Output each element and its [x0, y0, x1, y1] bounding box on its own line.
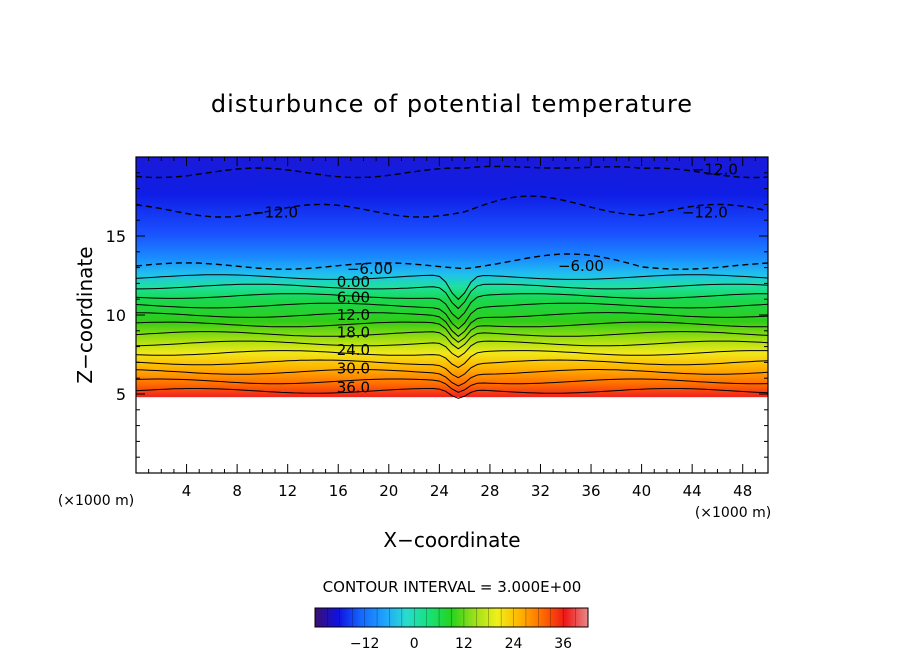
- x-tick-label: 24: [430, 482, 449, 500]
- y-tick-label: 10: [106, 306, 126, 325]
- contour-label: −12.0: [252, 203, 298, 221]
- contour-label: 30.0: [337, 360, 370, 378]
- contour-line: [136, 312, 768, 337]
- contour-line: [136, 350, 768, 369]
- x-unit-right: (×1000 m): [695, 505, 771, 521]
- x-tick-label: 28: [480, 482, 499, 500]
- x-axis-ticks: 4 8 12 16 20 24 28 32 36 40 44 48: [148, 157, 756, 500]
- y-tick-label: 15: [106, 227, 126, 246]
- colorbar-ticks: −12 0 12 24 36: [314, 608, 589, 652]
- contour-line: [136, 340, 768, 358]
- contour-labels: −12.0−12.0 −12.0−6.00 −6.000.006.0012.018.…: [252, 161, 738, 397]
- x-unit-left: (×1000 m): [58, 493, 134, 509]
- y-axis-label: Z−coordinate: [73, 246, 97, 383]
- chart-title: disturbunce of potential temperature: [211, 90, 693, 118]
- contour-line: [136, 293, 768, 320]
- contour-label: −6.00: [558, 257, 604, 275]
- contour-label: 24.0: [337, 341, 370, 359]
- contour-line-negative: [136, 165, 768, 179]
- x-tick-label: 40: [632, 482, 651, 500]
- contour-line: [136, 283, 768, 310]
- x-tick-label: 12: [278, 482, 297, 500]
- contour-line: [136, 302, 768, 330]
- contour-label: 0.00: [337, 273, 370, 291]
- contour-line: [136, 388, 768, 399]
- contour-interval-note: CONTOUR INTERVAL = 3.000E+00: [323, 578, 582, 596]
- y-tick-label: 5: [116, 385, 126, 404]
- x-tick-label: 48: [733, 482, 752, 500]
- y-axis-ticks: 5 10 15: [106, 172, 768, 458]
- colorbar: −12 0 12 24 36: [314, 607, 589, 652]
- contour-line-negative: [136, 195, 768, 218]
- contour-line: [136, 331, 768, 350]
- contour-line-negative: [136, 253, 768, 270]
- contour-label: 18.0: [337, 323, 370, 341]
- contour-label: −12.0: [682, 203, 728, 221]
- contour-label: −12.0: [692, 161, 738, 179]
- x-tick-label: 36: [581, 482, 600, 500]
- colorbar-tick-label: −12: [350, 636, 380, 652]
- x-tick-label: 8: [232, 482, 242, 500]
- contour-lines: [136, 165, 768, 399]
- colorbar-tick-label: 24: [505, 636, 523, 652]
- contour-line: [136, 369, 768, 387]
- contour-label: 6.00: [337, 289, 370, 307]
- contour-label: −6.00: [347, 260, 393, 278]
- x-axis-label: X−coordinate: [383, 528, 520, 552]
- contour-line: [136, 378, 768, 393]
- contour-line: [136, 274, 768, 301]
- plot-area: −12.0−12.0 −12.0−6.00 −6.000.006.0012.018.…: [136, 157, 768, 473]
- colorbar-tick-label: 12: [455, 636, 473, 652]
- contour-line: [136, 321, 768, 343]
- x-tick-label: 16: [329, 482, 348, 500]
- x-tick-label: 20: [379, 482, 398, 500]
- colorbar-tick-label: 0: [410, 636, 419, 652]
- contour-label: 12.0: [337, 306, 370, 324]
- terrain-mask: [136, 397, 768, 473]
- x-tick-label: 44: [683, 482, 702, 500]
- x-tick-label: 4: [182, 482, 192, 500]
- contour-label: 36.0: [337, 379, 370, 397]
- contour-line: [136, 359, 768, 379]
- x-tick-label: 32: [531, 482, 550, 500]
- colorbar-tick-label: 36: [554, 636, 572, 652]
